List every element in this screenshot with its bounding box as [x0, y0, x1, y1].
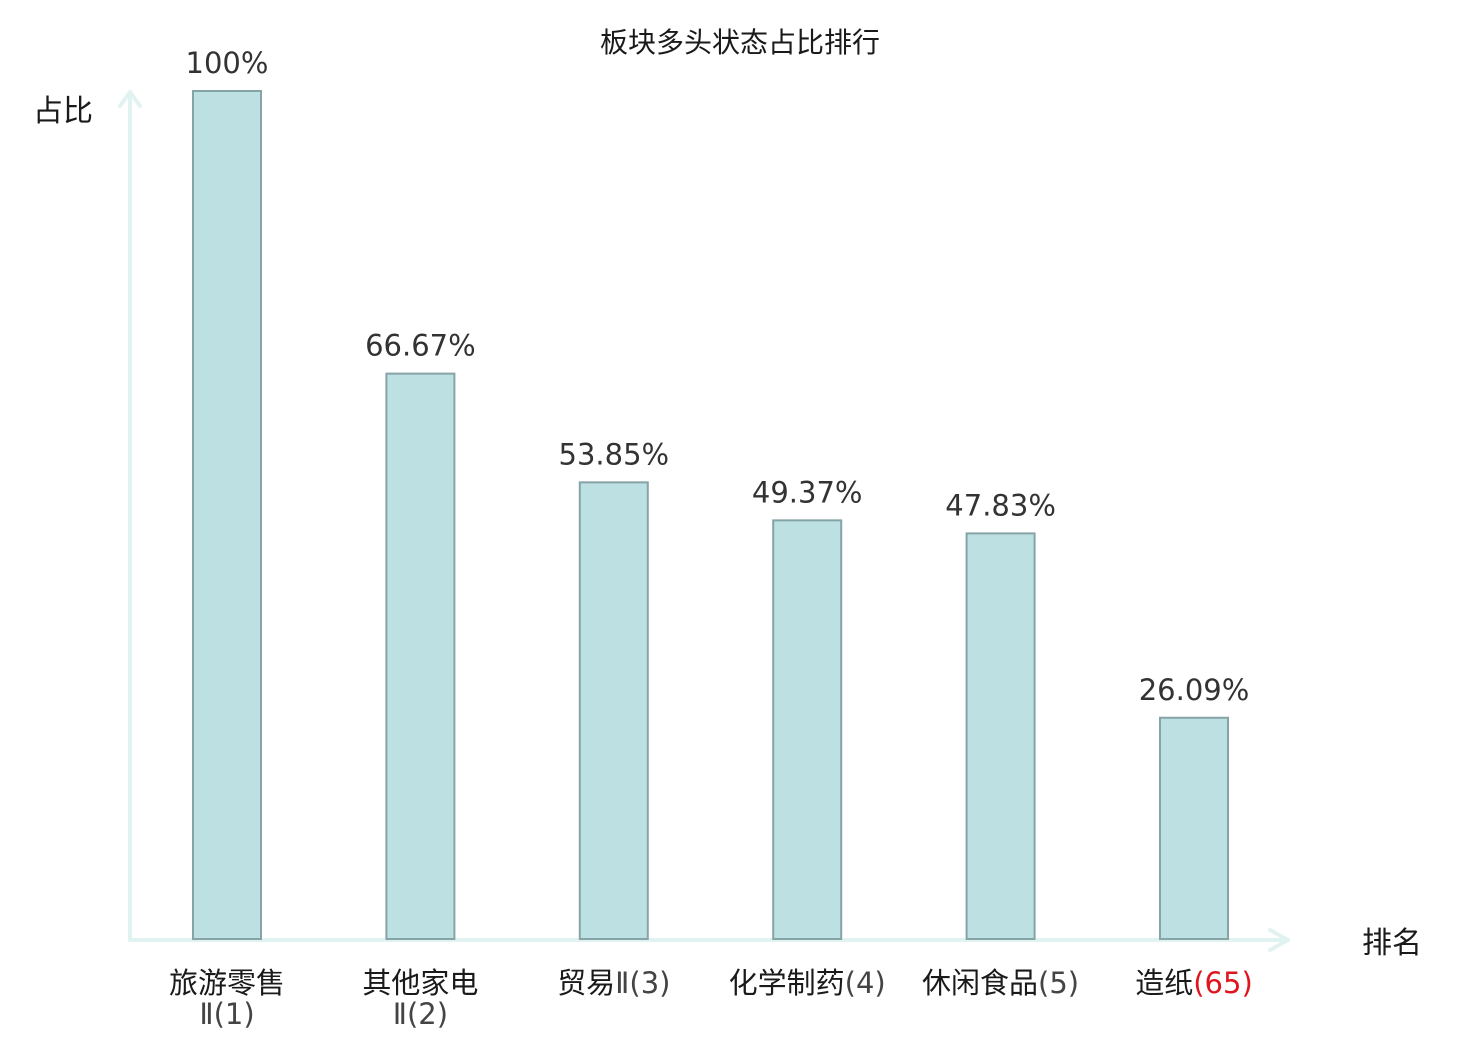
x-tick-rank: Ⅱ(2): [393, 997, 448, 1031]
x-tick-rank: Ⅱ(1): [199, 997, 254, 1031]
chart-title: 板块多头状态占比排行: [600, 26, 880, 59]
x-tick-rank: (65): [1193, 966, 1253, 1000]
data-label: 49.37%: [752, 475, 863, 509]
x-tick-label: 造纸(65): [1135, 966, 1253, 1000]
x-tick-label: 其他家电: [362, 966, 478, 1000]
value-labels-group: 100% 66.67% 53.85% 49.37% 47.83% 26.09%: [186, 46, 1250, 707]
data-label: 100%: [186, 46, 269, 80]
x-tick-label: 化学制药(4): [729, 966, 886, 1000]
data-label: 66.67%: [365, 329, 476, 363]
x-axis-arrow: [1268, 928, 1290, 952]
x-tick-name: 休闲食品: [922, 966, 1038, 1000]
x-tick-name: 化学制药: [729, 966, 845, 1000]
data-label: 47.83%: [945, 488, 1056, 522]
data-label: 53.85%: [559, 437, 670, 471]
x-tick-name: 贸易: [557, 966, 615, 1000]
bars-group: [192, 90, 1229, 940]
y-axis-label: 占比: [33, 94, 93, 129]
x-tick-name: 造纸: [1135, 966, 1193, 1000]
bar: [772, 519, 843, 940]
bar: [192, 90, 262, 940]
data-label: 26.09%: [1139, 673, 1250, 707]
x-tick-rank: (5): [1038, 966, 1079, 1000]
bar: [1159, 716, 1229, 940]
x-tick-label: 旅游零售: [169, 966, 285, 1000]
x-tick-label: 贸易Ⅱ(3): [557, 966, 670, 1000]
y-axis-arrow: [118, 90, 142, 108]
x-tick-rank: (4): [845, 966, 886, 1000]
bar: [578, 481, 649, 940]
bar: [385, 372, 456, 940]
x-axis-label: 排名: [1362, 926, 1422, 961]
x-tick-label: 休闲食品(5): [922, 966, 1079, 1000]
x-tick-rank: Ⅱ(3): [615, 966, 670, 1000]
bar: [965, 532, 1036, 940]
